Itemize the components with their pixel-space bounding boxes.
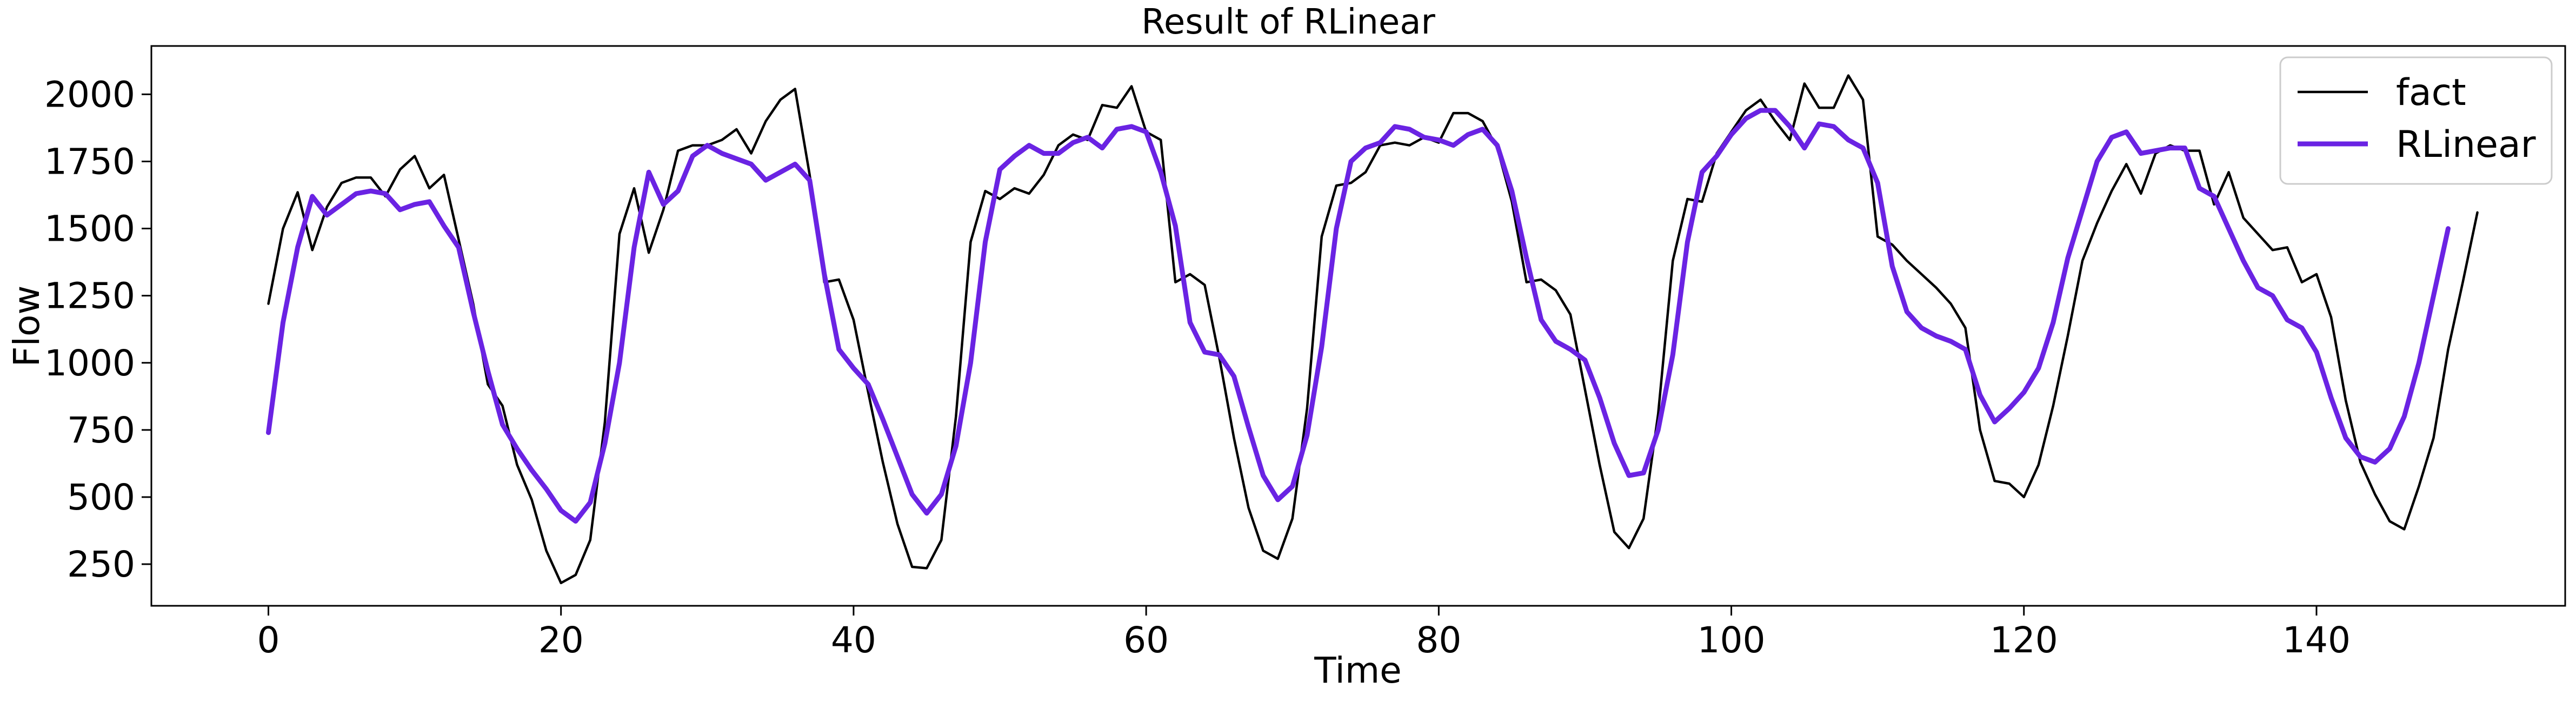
y-axis-label: Flow (6, 286, 48, 367)
y-tick-label: 500 (67, 477, 135, 518)
x-axis-label: Time (1314, 650, 1402, 691)
y-axis: 250 500 750 1000 1250 1500 1750 2000 (44, 74, 151, 585)
chart-title: Result of RLinear (1141, 2, 1435, 42)
series-line-fact (267, 74, 2479, 585)
legend: fact RLinear (2279, 56, 2553, 185)
y-tick-label: 2000 (44, 74, 135, 115)
legend-label: fact (2396, 71, 2466, 114)
series-layer (266, 74, 2479, 585)
y-tick-label: 1500 (44, 208, 135, 250)
x-tick-label: 60 (1123, 619, 1169, 661)
x-tick-label: 0 (257, 619, 279, 661)
x-tick-label: 20 (538, 619, 584, 661)
y-tick-label: 1000 (44, 342, 135, 384)
y-tick-label: 250 (67, 544, 135, 585)
plot-frame (150, 45, 2566, 607)
legend-box (2279, 56, 2553, 185)
y-tick-label: 750 (67, 409, 135, 451)
x-tick-label: 40 (831, 619, 876, 661)
x-tick-label: 140 (2282, 619, 2351, 661)
y-tick-label: 1750 (44, 141, 135, 182)
x-axis: 0 20 40 60 80 100 120 140 (257, 606, 2351, 661)
series-line-rlinear (266, 108, 2451, 524)
y-tick-label: 1250 (44, 275, 135, 317)
legend-label: RLinear (2396, 123, 2536, 166)
x-tick-label: 80 (1416, 619, 1461, 661)
x-tick-label: 120 (1990, 619, 2058, 661)
x-tick-label: 100 (1698, 619, 1766, 661)
